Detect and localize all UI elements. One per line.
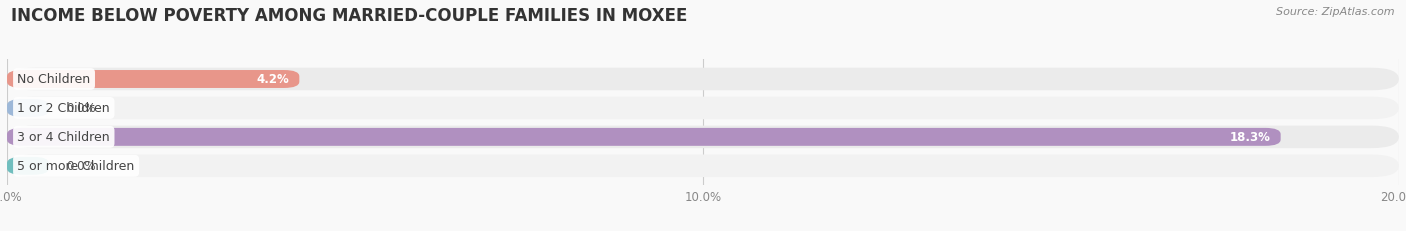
Text: Source: ZipAtlas.com: Source: ZipAtlas.com bbox=[1277, 7, 1395, 17]
FancyBboxPatch shape bbox=[7, 97, 1399, 120]
FancyBboxPatch shape bbox=[7, 68, 1399, 91]
Text: 5 or more Children: 5 or more Children bbox=[17, 160, 135, 173]
FancyBboxPatch shape bbox=[7, 126, 1399, 149]
Text: 0.0%: 0.0% bbox=[66, 102, 96, 115]
Text: INCOME BELOW POVERTY AMONG MARRIED-COUPLE FAMILIES IN MOXEE: INCOME BELOW POVERTY AMONG MARRIED-COUPL… bbox=[11, 7, 688, 25]
Text: 4.2%: 4.2% bbox=[256, 73, 288, 86]
Text: 1 or 2 Children: 1 or 2 Children bbox=[17, 102, 110, 115]
FancyBboxPatch shape bbox=[7, 71, 299, 88]
FancyBboxPatch shape bbox=[7, 100, 49, 117]
Text: 18.3%: 18.3% bbox=[1229, 131, 1270, 144]
Text: No Children: No Children bbox=[17, 73, 90, 86]
Text: 0.0%: 0.0% bbox=[66, 160, 96, 173]
Text: 3 or 4 Children: 3 or 4 Children bbox=[17, 131, 110, 144]
FancyBboxPatch shape bbox=[7, 128, 1281, 146]
FancyBboxPatch shape bbox=[7, 157, 49, 175]
FancyBboxPatch shape bbox=[7, 155, 1399, 177]
